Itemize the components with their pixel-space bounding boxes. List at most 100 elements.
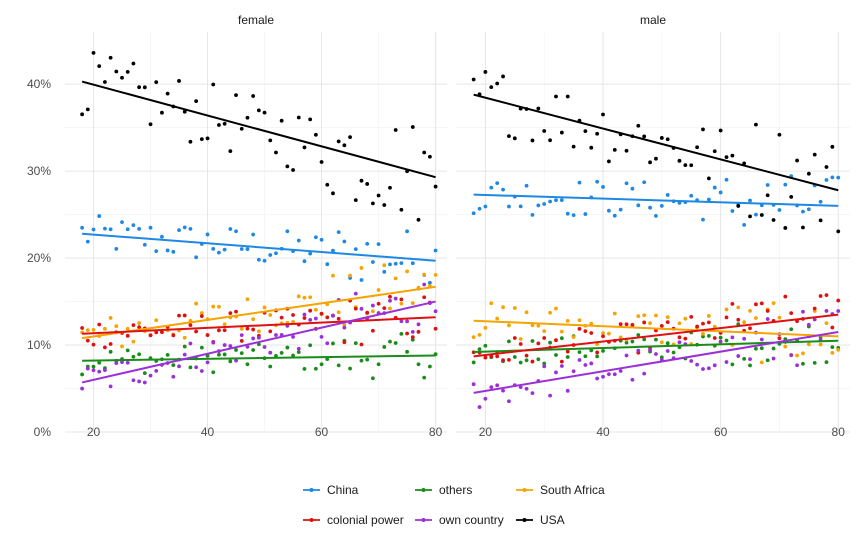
data-point xyxy=(654,213,658,218)
data-point xyxy=(228,227,233,231)
data-point xyxy=(353,247,358,252)
series-own-country xyxy=(471,309,841,409)
data-point xyxy=(665,349,670,353)
data-point xyxy=(256,108,261,113)
data-point xyxy=(701,367,705,371)
data-point xyxy=(313,316,318,321)
data-point xyxy=(577,180,582,185)
data-point xyxy=(495,81,500,86)
data-point xyxy=(489,301,494,306)
data-point xyxy=(154,368,159,373)
data-point xyxy=(154,330,159,335)
data-point xyxy=(618,207,623,212)
data-point xyxy=(706,197,711,202)
data-point xyxy=(239,326,244,331)
data-point xyxy=(97,64,102,69)
data-point xyxy=(706,366,711,371)
data-point xyxy=(836,309,841,313)
data-point xyxy=(518,342,523,346)
data-point xyxy=(812,317,817,322)
data-point xyxy=(530,138,535,143)
data-point xyxy=(542,129,547,133)
data-point xyxy=(683,336,688,341)
data-point xyxy=(759,360,764,365)
data-point xyxy=(601,334,605,339)
data-point xyxy=(489,385,494,390)
data-point xyxy=(718,335,723,340)
data-point xyxy=(114,246,119,251)
trend-line xyxy=(473,319,839,338)
data-point xyxy=(706,320,711,325)
data-point xyxy=(542,364,547,369)
data-point xyxy=(771,346,776,351)
data-point xyxy=(477,206,482,211)
data-point xyxy=(325,262,330,267)
data-point xyxy=(712,336,717,340)
data-point xyxy=(501,305,505,310)
data-point xyxy=(477,332,482,337)
data-point xyxy=(512,136,517,141)
data-point xyxy=(507,358,511,362)
data-point xyxy=(606,159,611,164)
data-point xyxy=(251,336,256,341)
data-point xyxy=(565,355,570,359)
data-point xyxy=(296,346,301,351)
data-point xyxy=(824,293,829,297)
data-point xyxy=(205,136,210,141)
data-point xyxy=(251,317,256,322)
data-point xyxy=(103,368,107,373)
data-point xyxy=(577,318,582,323)
data-point xyxy=(353,291,358,296)
data-point xyxy=(748,198,752,203)
data-point xyxy=(659,136,664,140)
data-point xyxy=(348,366,352,371)
data-point xyxy=(483,325,488,330)
data-point xyxy=(501,358,505,363)
data-point xyxy=(393,261,398,266)
data-point xyxy=(382,345,387,349)
data-point xyxy=(530,391,535,396)
data-point xyxy=(518,385,523,390)
data-point xyxy=(319,160,324,164)
data-point xyxy=(677,158,682,163)
data-point xyxy=(291,353,295,358)
data-point xyxy=(736,305,741,310)
legend-item: China xyxy=(303,483,359,497)
data-point xyxy=(80,326,85,330)
data-point xyxy=(759,301,764,306)
legend-key-point xyxy=(421,488,426,492)
trend-line xyxy=(82,316,436,335)
data-point xyxy=(285,345,290,350)
data-point xyxy=(777,208,782,212)
data-point xyxy=(554,353,558,357)
y-tick-label: 40% xyxy=(27,77,51,91)
legend-item: South Africa xyxy=(516,483,605,497)
data-point xyxy=(565,349,570,354)
data-point xyxy=(171,333,176,338)
data-point xyxy=(624,322,629,327)
trend-line xyxy=(81,300,436,384)
data-point xyxy=(801,225,805,230)
data-point xyxy=(325,315,330,320)
data-point xyxy=(370,303,375,308)
data-point xyxy=(818,294,823,298)
legend-item: others xyxy=(415,483,472,497)
data-point xyxy=(131,378,136,383)
data-point xyxy=(501,388,505,393)
data-point xyxy=(205,333,210,337)
data-point xyxy=(654,313,658,318)
data-point xyxy=(91,327,96,332)
data-point xyxy=(595,354,600,359)
data-point xyxy=(234,309,238,314)
data-point xyxy=(712,149,717,154)
data-point xyxy=(399,207,404,212)
data-point xyxy=(416,329,421,334)
data-point xyxy=(836,347,841,352)
data-point xyxy=(222,121,227,126)
x-tick-label: 40 xyxy=(596,425,610,439)
data-point xyxy=(331,341,335,346)
data-point xyxy=(477,405,482,409)
data-point xyxy=(754,212,758,217)
x-tick-label: 60 xyxy=(315,425,329,439)
data-point xyxy=(583,129,588,134)
